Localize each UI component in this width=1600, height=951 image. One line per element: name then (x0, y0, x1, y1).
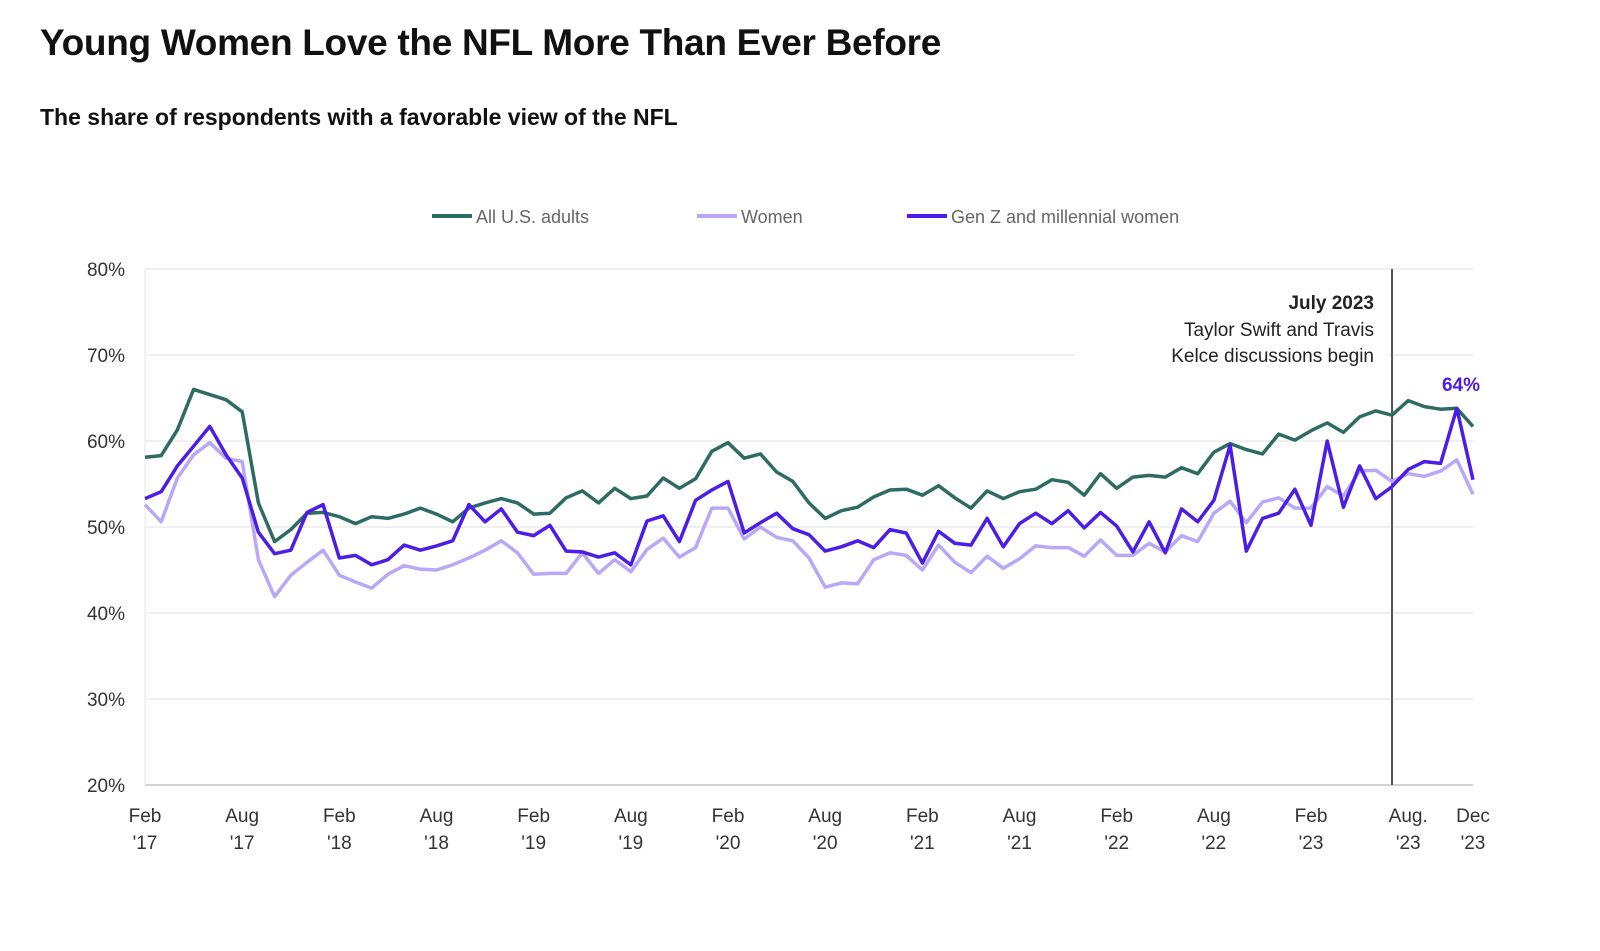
x-tick-label: Feb (712, 806, 745, 827)
x-tick-label: '17 (230, 833, 255, 854)
x-tick-label: '20 (813, 833, 838, 854)
y-tick-label: 50% (87, 518, 125, 539)
legend-label: Women (741, 207, 803, 227)
x-tick-label: '18 (327, 833, 352, 854)
x-tick-label: '19 (618, 833, 643, 854)
x-tick-label: '22 (1201, 833, 1226, 854)
series-line-2 (144, 406, 1475, 567)
x-tick-label: Feb (1100, 806, 1133, 827)
x-tick-label: '17 (133, 833, 158, 854)
x-tick-label: '19 (521, 833, 546, 854)
x-tick-label: '21 (910, 833, 935, 854)
x-tick-label: Dec (1456, 806, 1490, 827)
y-tick-label: 20% (87, 776, 125, 797)
y-tick-label: 70% (87, 346, 125, 367)
x-tick-label: Aug (225, 806, 259, 827)
x-tick-label: Feb (323, 806, 356, 827)
end-value-label: 64% (1442, 375, 1480, 396)
x-tick-label: Aug (1003, 806, 1037, 827)
x-tick-label: '22 (1104, 833, 1129, 854)
x-tick-label: Aug (808, 806, 842, 827)
y-tick-label: 60% (87, 432, 125, 453)
x-tick-label: '21 (1007, 833, 1032, 854)
x-tick-label: Aug (1197, 806, 1231, 827)
legend-label: All U.S. adults (476, 207, 589, 227)
series-line-0 (144, 387, 1475, 544)
x-tick-label: Feb (1295, 806, 1328, 827)
y-tick-label: 40% (87, 604, 125, 625)
chart-title: Young Women Love the NFL More Than Ever … (40, 22, 942, 63)
x-tick-label: '23 (1299, 833, 1324, 854)
x-tick-label: '20 (716, 833, 741, 854)
x-tick-label: Feb (129, 806, 162, 827)
x-tick-label: Feb (906, 806, 939, 827)
annotation-text: Taylor Swift and Travis (1184, 320, 1374, 341)
x-tick-label: '23 (1461, 833, 1486, 854)
chart-subtitle: The share of respondents with a favorabl… (40, 104, 678, 130)
x-tick-label: Aug (420, 806, 454, 827)
x-tick-label: Aug (614, 806, 648, 827)
x-tick-label: '18 (424, 833, 449, 854)
annotation-text: Kelce discussions begin (1171, 346, 1374, 367)
annotation-title: July 2023 (1288, 293, 1374, 314)
x-tick-label: Aug. (1389, 806, 1428, 827)
legend-label: Gen Z and millennial women (951, 207, 1179, 227)
series-line-1 (143, 440, 1475, 599)
y-tick-label: 80% (87, 260, 125, 281)
x-tick-label: Feb (517, 806, 550, 827)
x-tick-label: '23 (1396, 833, 1421, 854)
y-tick-label: 30% (87, 690, 125, 711)
annotation-background (1075, 285, 1390, 367)
